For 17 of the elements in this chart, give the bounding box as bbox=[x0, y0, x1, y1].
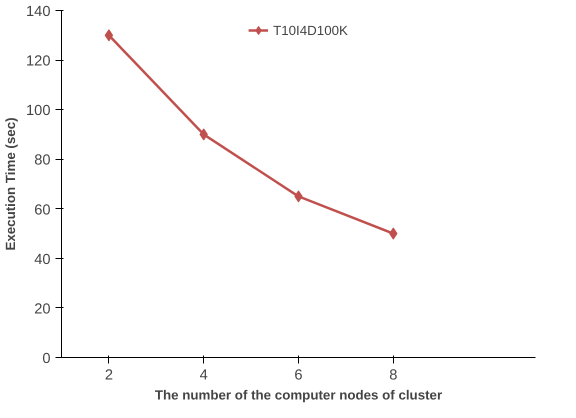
y-axis-title: Execution Time (sec) bbox=[3, 117, 18, 251]
x-tick-label: 4 bbox=[200, 368, 208, 384]
legend-label: T10I4D100K bbox=[273, 22, 348, 38]
x-tick-label: 8 bbox=[389, 368, 398, 384]
y-tick-label: 40 bbox=[34, 252, 51, 268]
x-tick-label: 6 bbox=[294, 368, 303, 384]
x-tick-label: 2 bbox=[104, 368, 113, 384]
y-tick-label: 140 bbox=[26, 4, 51, 20]
y-tick-label: 120 bbox=[26, 54, 51, 70]
y-tick-label: 100 bbox=[26, 103, 51, 120]
y-tick-label: 80 bbox=[34, 152, 51, 169]
y-tick-label: 0 bbox=[42, 351, 51, 367]
x-axis-title: The number of the computer nodes of cluster bbox=[154, 388, 442, 402]
point bbox=[104, 29, 114, 42]
y-tick-label: 20 bbox=[34, 301, 51, 318]
y-tick-label: 60 bbox=[34, 202, 51, 218]
point bbox=[294, 190, 303, 202]
